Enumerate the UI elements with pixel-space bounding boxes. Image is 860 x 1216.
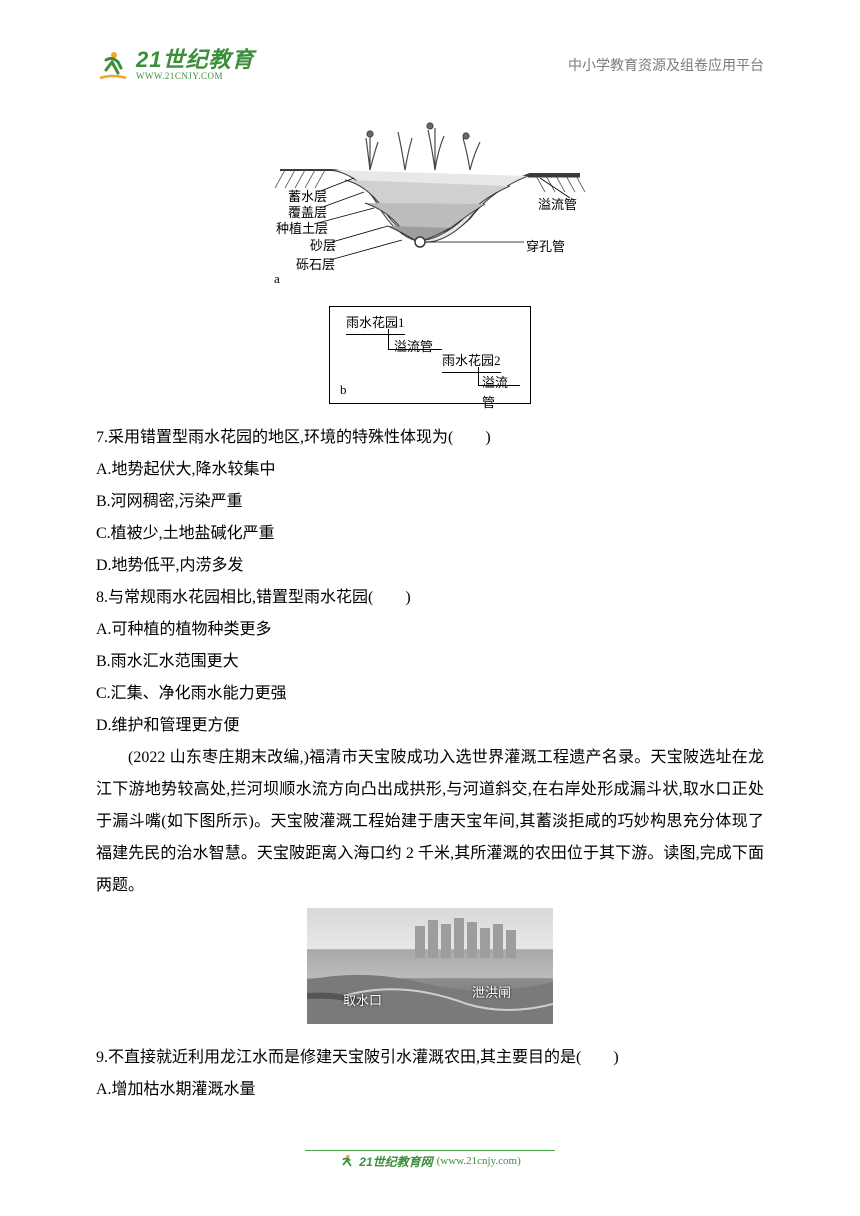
logo-text: 21世纪教育 WWW.21CNJY.COM	[136, 48, 254, 82]
diagram-2-wrap: 雨水花园1 溢流管 雨水花园2 溢流管 b	[96, 306, 764, 416]
logo-cn: 21世纪教育	[136, 48, 254, 72]
q8-option-a: A.可种植的植物种类更多	[96, 614, 764, 646]
footer-main: 21世纪教育网	[359, 1153, 432, 1170]
tianbaopi-photo: 取水口 泄洪闸	[307, 908, 553, 1024]
passage-text: (2022 山东枣庄期末改编,)福清市天宝陂成功入选世界灌溉工程遗产名录。天宝陂…	[96, 742, 764, 902]
page-footer: 21世纪教育网 (www.21cnjy.com)	[0, 1150, 860, 1175]
diagram-1-wrap: 蓄水层 覆盖层 种植土层 砂层 砾石层 溢流管 穿孔管 a	[96, 108, 764, 302]
d2-line1: 雨水花园1	[346, 313, 405, 335]
footer-url: (www.21cnjy.com)	[437, 1155, 521, 1167]
d2-line2: 溢流管	[394, 337, 433, 357]
content-area: 蓄水层 覆盖层 种植土层 砂层 砾石层 溢流管 穿孔管 a 雨水花园1 溢流管 …	[96, 108, 764, 1106]
runner-icon	[96, 48, 130, 82]
q7-stem: 7.采用错置型雨水花园的地区,环境的特殊性体现为( )	[96, 422, 764, 454]
logo-en: WWW.21CNJY.COM	[136, 72, 254, 82]
q8-option-b: B.雨水汇水范围更大	[96, 646, 764, 678]
rain-garden-cross-section-diagram: 蓄水层 覆盖层 种植土层 砂层 砾石层 溢流管 穿孔管 a	[270, 108, 590, 290]
staggered-rain-garden-diagram: 雨水花园1 溢流管 雨水花园2 溢流管 b	[329, 306, 531, 404]
d2-line3: 雨水花园2	[442, 351, 501, 373]
q9-stem: 9.不直接就近利用龙江水而是修建天宝陂引水灌溉农田,其主要目的是( )	[96, 1042, 764, 1074]
logo-block: 21世纪教育 WWW.21CNJY.COM	[96, 48, 254, 82]
footer-divider	[305, 1150, 555, 1151]
photo-label-intake: 取水口	[343, 988, 382, 1014]
q7-option-a: A.地势起伏大,降水较集中	[96, 454, 764, 486]
label-chuankong: 穿孔管	[526, 234, 565, 260]
runner-icon	[339, 1153, 355, 1169]
label-yiliu: 溢流管	[538, 192, 577, 218]
q8-stem: 8.与常规雨水花园相比,错置型雨水花园( )	[96, 582, 764, 614]
d2-b: b	[340, 380, 347, 400]
footer-logo: 21世纪教育网 (www.21cnjy.com)	[339, 1153, 520, 1170]
q8-option-c: C.汇集、净化雨水能力更强	[96, 678, 764, 710]
d2-line4: 溢流管	[482, 373, 520, 412]
label-lishi: 砾石层	[296, 252, 335, 278]
label-a: a	[274, 266, 280, 292]
header-right-text: 中小学教育资源及组卷应用平台	[568, 55, 764, 75]
page-header: 21世纪教育 WWW.21CNJY.COM 中小学教育资源及组卷应用平台	[96, 48, 764, 82]
q7-option-b: B.河网稠密,污染严重	[96, 486, 764, 518]
photo-label-sluice: 泄洪闸	[472, 980, 511, 1006]
q7-option-c: C.植被少,土地盐碱化严重	[96, 518, 764, 550]
photo-wrap: 取水口 泄洪闸	[96, 908, 764, 1036]
q9-option-a: A.增加枯水期灌溉水量	[96, 1074, 764, 1106]
q7-option-d: D.地势低平,内涝多发	[96, 550, 764, 582]
q8-option-d: D.维护和管理更方便	[96, 710, 764, 742]
